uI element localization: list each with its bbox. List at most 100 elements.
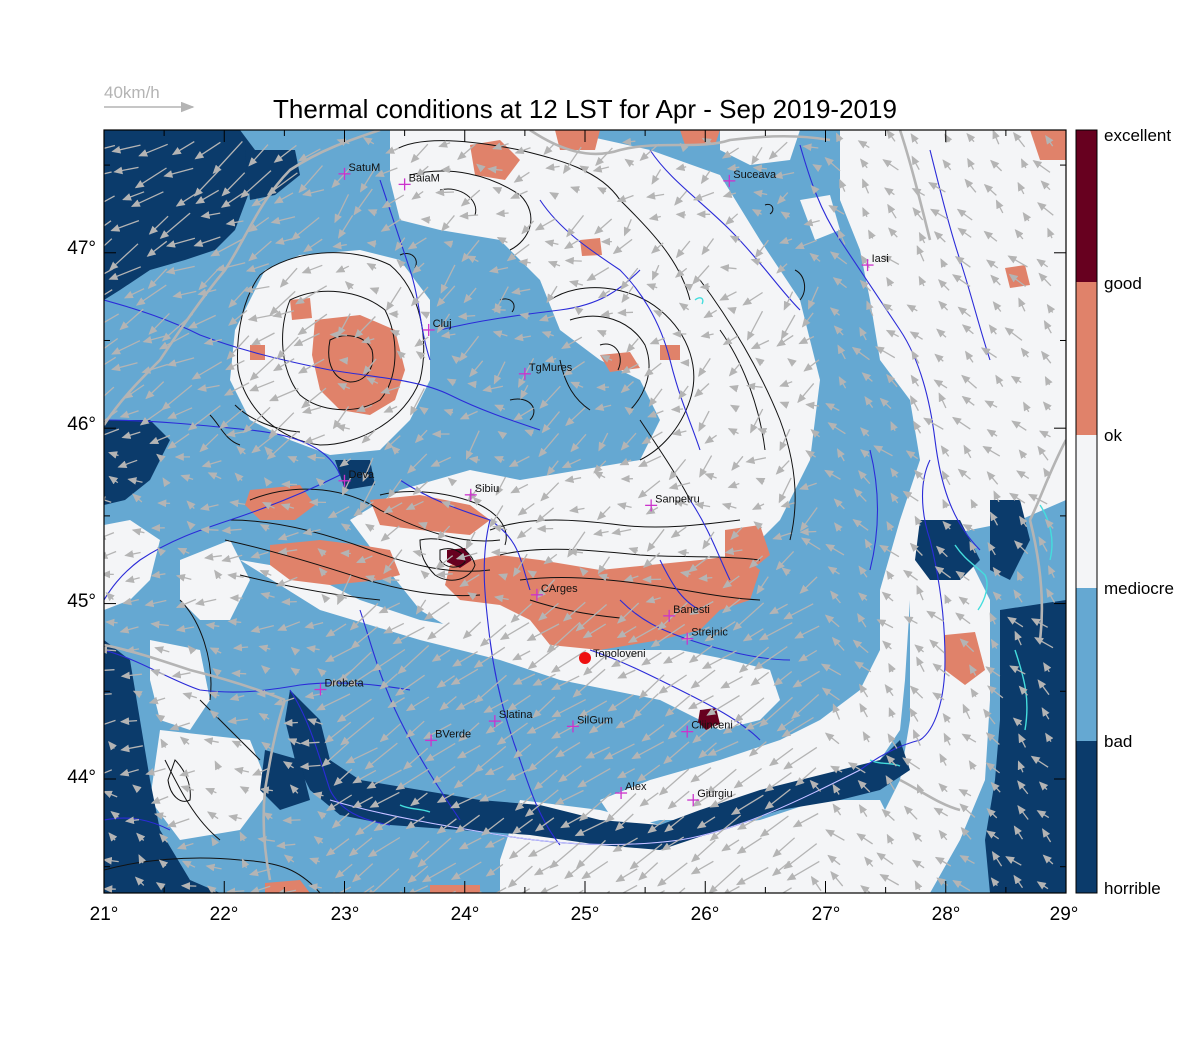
wind-arrow	[175, 624, 195, 633]
wind-arrow	[632, 693, 659, 719]
wind-arrow	[214, 760, 223, 771]
wind-arrow	[249, 356, 276, 381]
wind-arrow	[829, 251, 848, 265]
wind-arrow	[821, 687, 840, 701]
wind-arrow	[546, 621, 581, 653]
wind-arrow	[436, 525, 451, 541]
wind-arrow	[459, 211, 479, 220]
x-tick-label: 23°	[331, 904, 360, 925]
wind-arrow	[328, 669, 353, 687]
wind-arrow	[194, 141, 221, 160]
wind-arrow	[775, 550, 795, 571]
wind-arrow	[365, 523, 375, 533]
wind-arrow	[991, 851, 1003, 867]
wind-arrow	[890, 421, 898, 432]
wind-arrow	[833, 498, 845, 510]
wind-arrow	[698, 358, 711, 377]
wind-arrow	[306, 645, 320, 653]
wind-arrow	[912, 831, 923, 842]
wind-arrow	[721, 147, 740, 159]
wind-arrow	[104, 790, 118, 799]
wind-arrow	[617, 602, 640, 624]
wind-arrow	[753, 521, 763, 530]
wind-arrow	[545, 163, 560, 172]
wind-arrow	[306, 453, 325, 462]
wind-arrow	[719, 264, 737, 272]
wind-arrow	[538, 432, 560, 458]
wind-arrow	[884, 684, 894, 697]
wind-arrow	[961, 374, 978, 389]
wind-arrow	[885, 775, 896, 791]
wind-arrow	[277, 531, 299, 541]
wind-arrow	[149, 434, 171, 445]
wind-arrow	[748, 555, 764, 569]
wind-arrow	[512, 650, 531, 661]
wind-arrow	[677, 548, 689, 557]
wind-arrow	[603, 743, 635, 760]
wind-arrow	[451, 355, 461, 365]
wind-arrow	[939, 753, 948, 766]
wind-arrow	[704, 434, 717, 444]
wind-arrow	[512, 673, 536, 685]
wind-arrow	[575, 604, 608, 632]
y-tick-label: 47°	[67, 238, 96, 259]
wind-arrow	[566, 214, 585, 238]
wind-arrow	[318, 567, 328, 577]
wind-arrow	[508, 841, 531, 860]
wind-arrow	[641, 431, 663, 445]
wind-arrow	[317, 810, 327, 820]
wind-arrow	[240, 170, 272, 199]
wind-arrow	[276, 841, 296, 850]
wind-arrow	[406, 885, 429, 893]
wind-arrow	[989, 511, 999, 526]
wind-arrow	[268, 412, 295, 439]
wind-arrow	[1045, 135, 1054, 147]
wind-arrow	[615, 813, 634, 831]
wind-arrow	[258, 644, 271, 653]
colorbar-label-ok: ok	[1104, 426, 1122, 445]
wind-arrow	[551, 720, 584, 739]
wind-arrow	[395, 674, 425, 696]
wind-arrow	[511, 287, 531, 296]
wind-arrow	[119, 410, 139, 418]
wind-arrow	[742, 291, 763, 306]
wind-arrow	[321, 593, 331, 604]
wind-arrow	[533, 862, 557, 876]
wind-arrow	[1009, 665, 1026, 675]
wind-arrow	[839, 178, 847, 192]
wind-arrow	[810, 875, 822, 892]
wind-arrow	[494, 404, 506, 412]
wind-arrow	[657, 862, 688, 887]
wind-arrow	[626, 338, 639, 353]
city-label: TgMures	[529, 362, 573, 374]
wind-arrow	[139, 405, 168, 426]
wind-arrow	[616, 502, 632, 510]
wind-arrow	[597, 187, 607, 195]
wind-arrow	[384, 435, 401, 451]
wind-arrow	[942, 712, 952, 723]
wind-arrow	[303, 238, 323, 253]
wind-arrow	[852, 518, 869, 531]
wind-arrow	[1022, 212, 1032, 222]
wind-arrow	[156, 547, 167, 557]
wind-arrow	[805, 450, 816, 459]
wind-arrow	[1005, 856, 1022, 866]
wind-arrow	[641, 652, 662, 666]
wind-arrow	[497, 430, 508, 440]
wind-arrow	[1009, 492, 1026, 504]
wind-arrow	[757, 428, 768, 436]
wind-arrow	[694, 501, 711, 510]
wind-arrow	[315, 477, 326, 487]
wind-arrow	[473, 646, 506, 669]
wind-arrow	[264, 446, 274, 456]
wind-arrow	[383, 405, 398, 413]
wind-arrow	[134, 876, 145, 886]
city-label: Giurgiu	[697, 788, 732, 800]
wind-arrow	[778, 477, 792, 504]
wind-arrow	[387, 478, 402, 499]
wind-arrow	[262, 502, 275, 510]
wind-arrow	[702, 531, 715, 550]
wind-arrow	[678, 385, 689, 400]
wind-arrow	[467, 380, 477, 389]
wind-arrow	[864, 856, 874, 867]
